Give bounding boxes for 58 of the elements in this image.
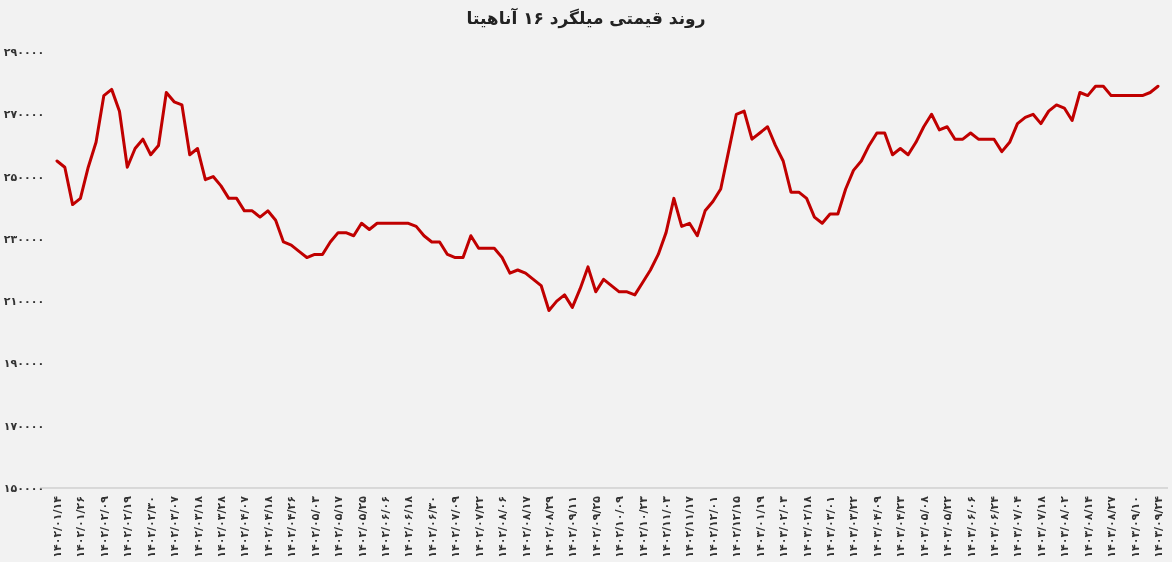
x-tick-label: ۱۴۰۳/۰۲/۱۸ — [800, 495, 814, 558]
x-tick-label: ۱۴۰۳/۰۵/۰۸ — [917, 495, 931, 558]
x-tick-label: ۱۴۰۳/۰۸/۰۲ — [1058, 495, 1072, 558]
x-tick-label: ۱۴۰۳/۰۹/۱۰ — [1128, 496, 1142, 558]
y-tick-label: ۱۵۰۰۰۰ — [3, 482, 45, 495]
x-tick-label: ۱۴۰۲/۱۲/۱۵ — [730, 495, 744, 558]
x-tick-label: ۱۴۰۲/۰۸/۲۹ — [542, 495, 556, 558]
chart-title: روند قیمتی میلگرد ۱۶ آناهیتا — [466, 7, 706, 29]
y-tick-label: ۲۷۰۰۰۰ — [3, 108, 45, 122]
x-tick-label: ۱۴۰۳/۰۱/۱۹ — [753, 495, 767, 558]
x-tick-label: ۱۴۰۳/۰۷/۰۴ — [1011, 495, 1025, 558]
x-tick-label: ۱۴۰۲/۱۱/۰۳ — [660, 495, 674, 558]
x-tick-label: ۱۴۰۲/۰۵/۱۷ — [332, 495, 346, 558]
x-tick-label: ۱۴۰۲/۰۲/۱۹ — [121, 495, 135, 558]
x-tick-label: ۱۴۰۲/۱۰/۲۳ — [636, 495, 650, 558]
x-tick-label: ۱۴۰۲/۰۳/۱۸ — [191, 495, 205, 558]
y-tick-label: ۲۹۰۰۰۰ — [3, 46, 45, 59]
x-tick-label: ۱۴۰۲/۰۳/۲۸ — [214, 495, 228, 558]
x-tick-label: ۱۴۰۲/۰۴/۲۶ — [285, 496, 299, 558]
x-tick-label: ۱۴۰۳/۰۴/۲۳ — [894, 495, 908, 558]
x-tick-label: ۱۴۰۳/۰۲/۰۳ — [777, 495, 791, 558]
x-tick-label: ۱۴۰۲/۰۳/۰۷ — [168, 495, 182, 558]
x-tick-label: ۱۴۰۳/۰۳/۲۲ — [847, 495, 861, 558]
x-tick-label: ۱۴۰۲/۱۱/۱۷ — [683, 495, 697, 558]
x-tick-label: ۱۴۰۳/۰۵/۲۲ — [941, 495, 955, 558]
x-tick-label: ۱۴۰۲/۰۶/۳۰ — [425, 496, 439, 558]
x-tick-label: ۱۴۰۳/۰۷/۱۸ — [1034, 495, 1048, 558]
x-tick-label: ۱۴۰۳/۰۶/۲۴ — [988, 495, 1002, 558]
y-tick-label: ۲۱۰۰۰۰ — [3, 295, 45, 309]
x-tick-label: ۱۴۰۲/۰۴/۰۷ — [238, 495, 252, 558]
x-tick-label: ۱۴۰۲/۰۸/۱۷ — [519, 495, 533, 558]
x-tick-label: ۱۴۰۲/۰۶/۰۶ — [378, 496, 392, 558]
x-tick-label: ۱۴۰۲/۰۹/۲۵ — [589, 495, 603, 558]
x-tick-label: ۱۴۰۲/۰۵/۲۵ — [355, 495, 369, 558]
x-tick-label: ۱۴۰۳/۰۳/۰۱ — [824, 496, 838, 558]
x-tick-label: ۱۴۰۲/۰۹/۱۱ — [566, 496, 580, 558]
line-series — [55, 84, 1160, 312]
x-tick-label: ۱۴۰۲/۰۱/۲۶ — [74, 496, 88, 558]
y-tick-label: ۱۷۰۰۰۰ — [3, 419, 45, 433]
x-tick-label: ۱۴۰۲/۰۲/۰۹ — [97, 495, 111, 558]
x-tick-label: ۱۴۰۲/۰۱/۱۴ — [51, 495, 64, 558]
x-tick-label: ۱۴۰۳/۰۸/۱۴ — [1081, 495, 1095, 558]
x-tick-label: ۱۴۰۳/۰۸/۲۷ — [1105, 495, 1119, 558]
x-tick-label: ۱۴۰۲/۰۶/۱۸ — [402, 495, 416, 558]
x-tick-label: ۱۴۰۳/۰۶/۰۶ — [964, 496, 978, 558]
x-tick-label: ۱۴۰۲/۰۷/۲۲ — [472, 495, 486, 558]
x-tick-label: ۱۴۰۲/۰۸/۰۶ — [496, 496, 510, 558]
x-tick-label: ۱۴۰۲/۱۲/۰۱ — [706, 496, 720, 558]
y-tick-label: ۱۹۰۰۰۰ — [3, 357, 45, 371]
x-tick-label: ۱۴۰۲/۰۲/۳۰ — [144, 496, 158, 558]
y-tick-label: ۲۳۰۰۰۰ — [3, 232, 45, 246]
x-tick-label: ۱۴۰۳/۰۴/۰۹ — [870, 495, 884, 558]
x-tick-label: ۱۴۰۲/۱۰/۰۹ — [613, 495, 627, 558]
x-tick-label: ۱۴۰۲/۰۷/۰۹ — [449, 495, 463, 558]
x-tick-label: ۱۴۰۲/۰۵/۰۳ — [308, 495, 322, 558]
x-tick-label: ۱۴۰۳/۰۹/۲۴ — [1152, 495, 1165, 558]
y-tick-label: ۲۵۰۰۰۰ — [3, 170, 45, 184]
x-tick-label: ۱۴۰۲/۰۴/۱۸ — [261, 495, 275, 558]
